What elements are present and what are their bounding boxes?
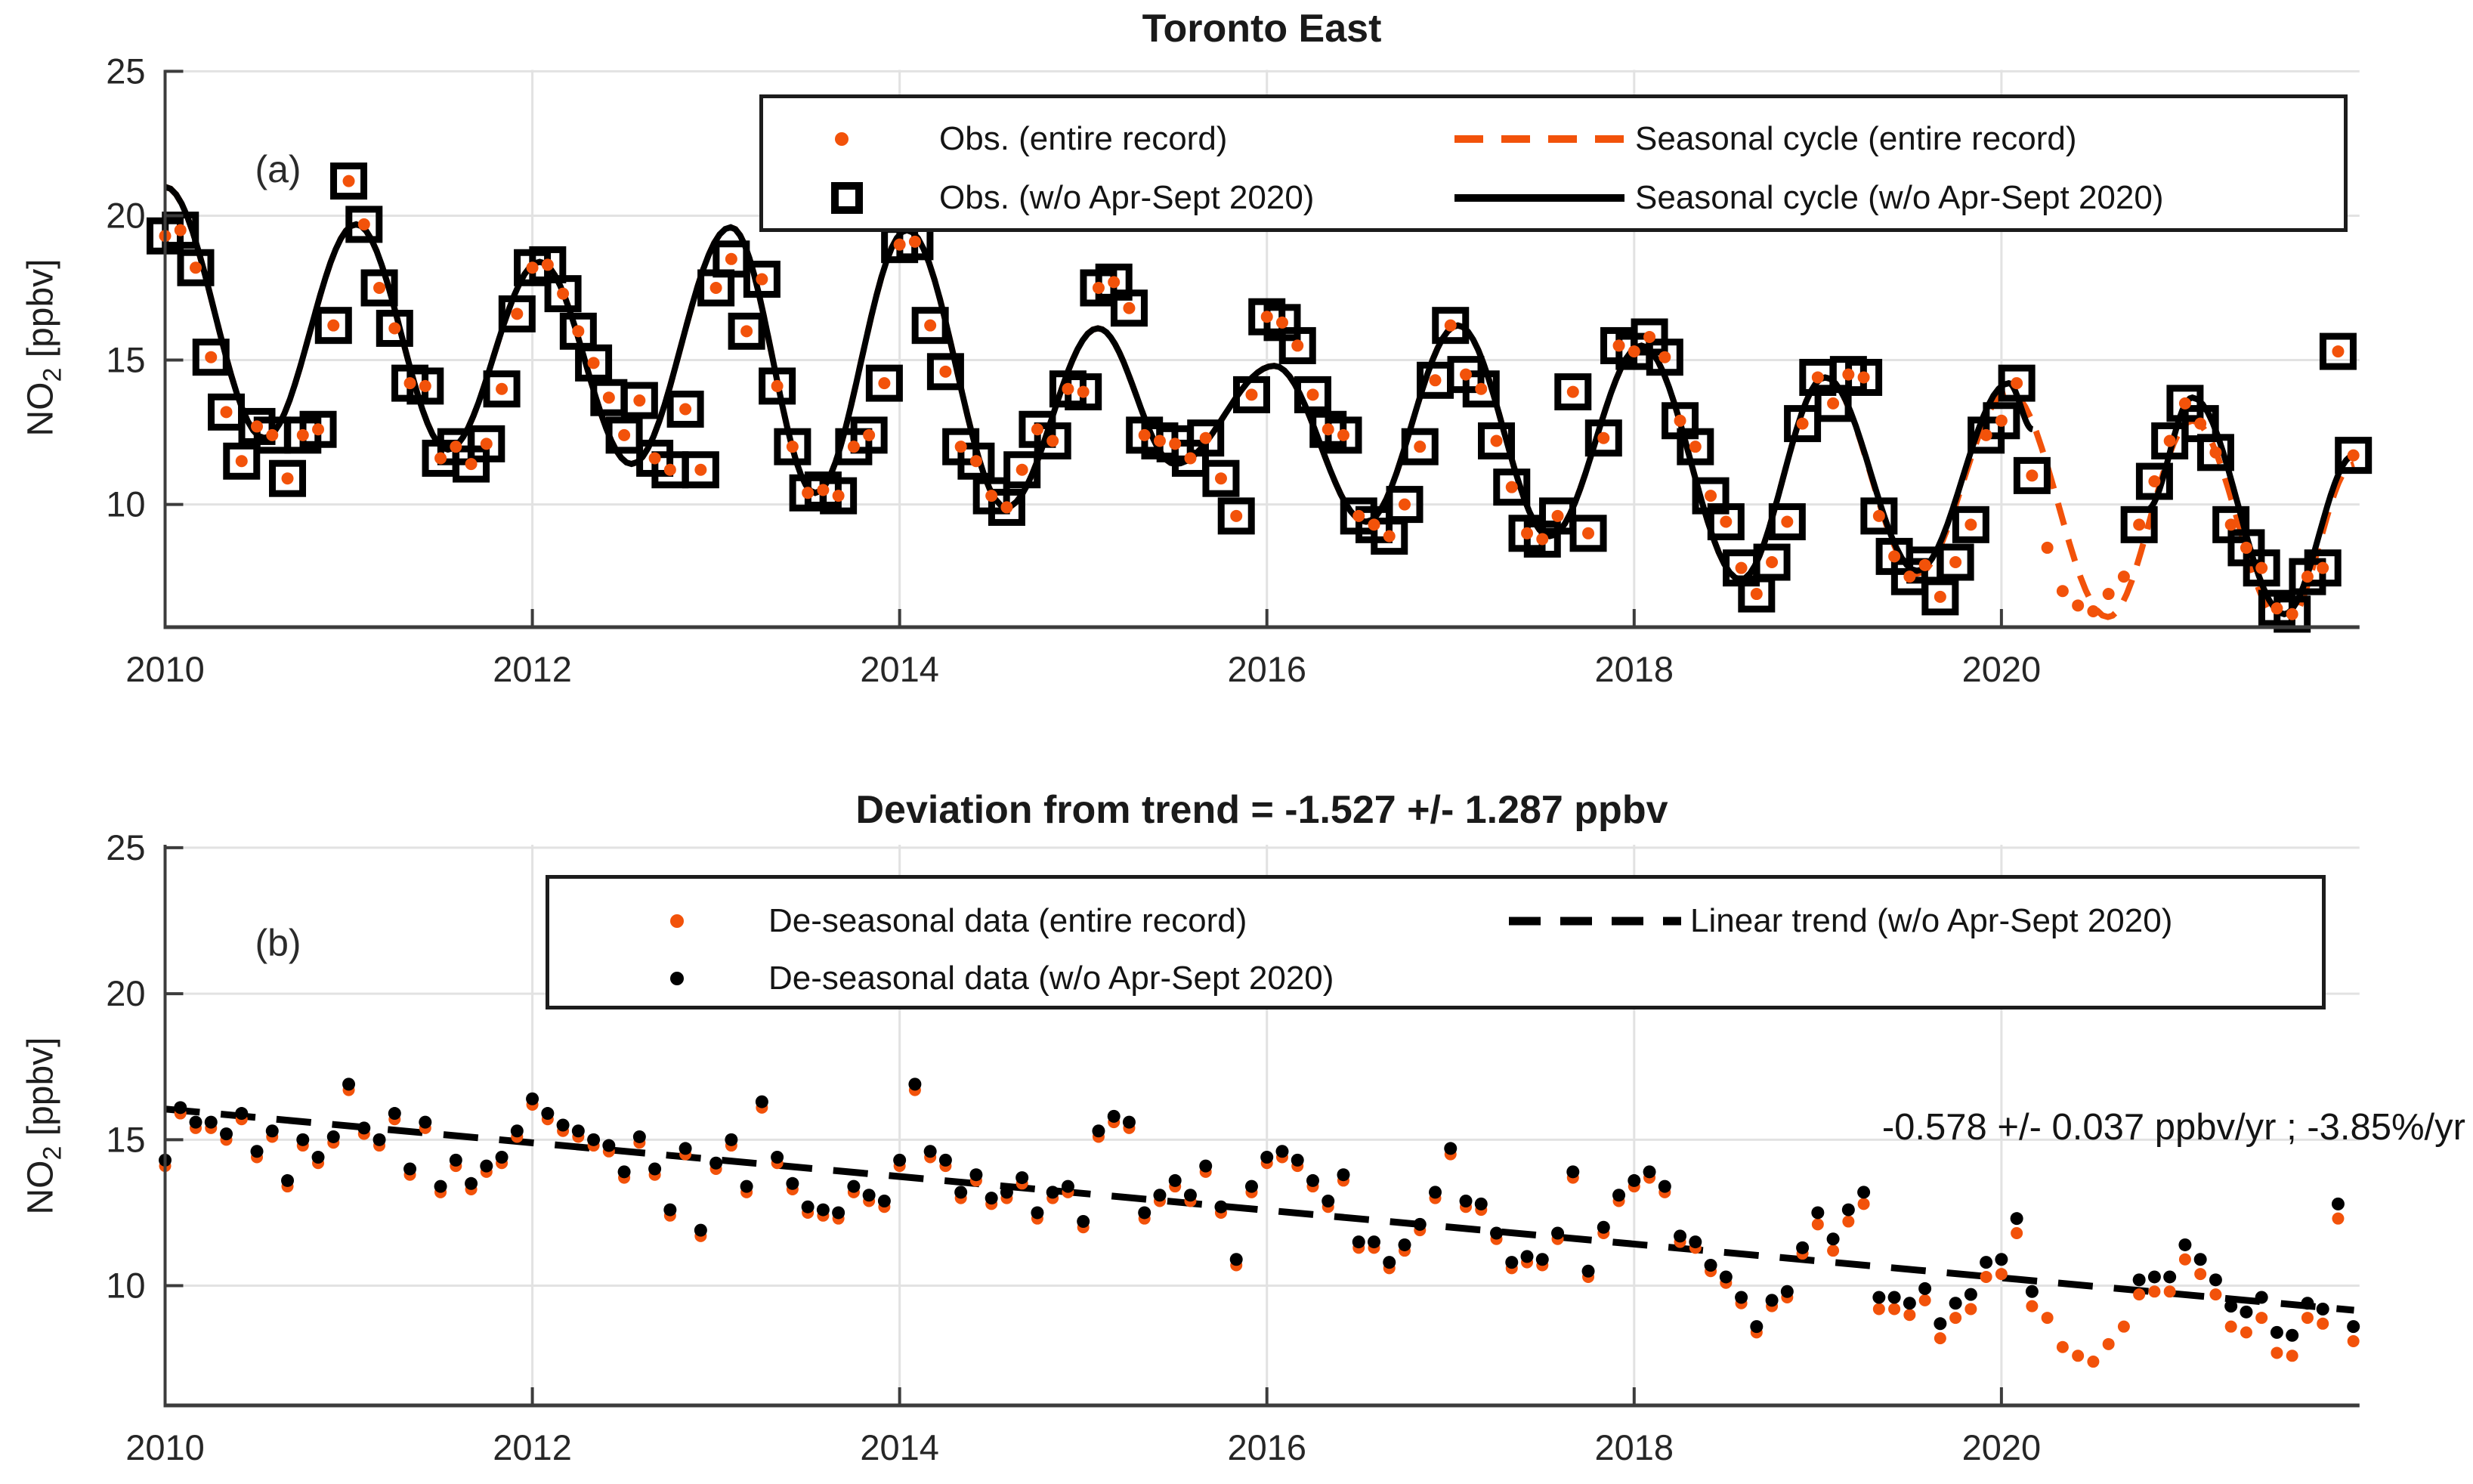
svg-text:2018: 2018 [1595,1427,1674,1467]
black-dashed-line-icon [1509,917,1681,926]
orange-dashed-line-icon [1454,135,1624,143]
panel-a-legend: Obs. (entire record) Obs. (w/o Apr-Sept … [759,94,2348,232]
panel-a: 2010 2012 2014 2016 2018 2020 10 15 20 25 [106,51,2373,689]
black-square-icon [831,182,863,214]
orange-dot-icon [835,132,849,146]
svg-text:20: 20 [106,195,145,235]
deseasonal-dots-excl [159,1077,2360,1342]
svg-text:2020: 2020 [1962,1427,2042,1467]
axes-spines [163,845,2360,1408]
svg-text:20: 20 [106,973,145,1013]
panel-b-ylabel-sub: 2 [38,1145,67,1161]
svg-text:2012: 2012 [493,1427,572,1467]
panel-a-title: Toronto East [1142,7,1382,51]
linear-trend-line [165,1105,2354,1314]
svg-text:15: 15 [106,1119,145,1159]
panel-b-tag: (b) [255,922,301,964]
black-solid-line-icon [1454,194,1624,202]
panel-b-legend: De-seasonal data (entire record) De-seas… [546,875,2326,1009]
panel-a-ylabel-sub: 2 [38,367,67,382]
svg-text:25: 25 [106,827,145,867]
seasonal-cycle-excl-line [164,184,2034,583]
svg-text:15: 15 [106,340,145,380]
tick-labels: 2010 2012 2014 2016 2018 2020 10 15 20 25 [106,51,2041,689]
svg-text:2014: 2014 [860,1427,939,1467]
trend-annotation: -0.578 +/- 0.037 ppbv/yr ; -3.85%/yr [1881,1107,2465,1148]
panel-b-ylabel-rest: [ppbv] [20,1037,61,1146]
legend-item-seasonal-excl: Seasonal cycle (w/o Apr-Sept 2020) [1454,179,2164,217]
obs-squares [147,162,2373,633]
svg-text:2010: 2010 [125,649,205,689]
panel-b-ylabel-main: NO [20,1160,61,1215]
svg-text:25: 25 [106,51,145,91]
svg-text:2010: 2010 [125,1427,205,1467]
legend-item-deseasonal-excl: De-seasonal data (w/o Apr-Sept 2020) [670,960,1334,997]
svg-text:2020: 2020 [1962,649,2042,689]
panel-a-tag: (a) [255,148,301,190]
obs-dots [159,175,2360,620]
svg-text:10: 10 [106,1266,145,1306]
panel-b-title: Deviation from trend = -1.527 +/- 1.287 … [855,788,1668,832]
svg-text:2018: 2018 [1595,649,1674,689]
tick-labels: 2010 2012 2014 2016 2018 2020 10 15 20 25 [106,827,2041,1467]
svg-text:2014: 2014 [860,649,939,689]
legend-item-obs-excl: Obs. (w/o Apr-Sept 2020) [831,179,1314,217]
svg-text:2016: 2016 [1227,649,1306,689]
legend-item-deseasonal-entire: De-seasonal data (entire record) [670,902,1247,940]
legend-item-linear-trend: Linear trend (w/o Apr-Sept 2020) [1509,902,2172,940]
panel-b-ylabel: NO2 [ppbv] [20,1037,68,1214]
svg-text:10: 10 [106,484,145,524]
black-dot-icon [670,972,684,985]
svg-text:2012: 2012 [493,649,572,689]
svg-text:2016: 2016 [1227,1427,1306,1467]
legend-item-obs-entire: Obs. (entire record) [835,120,1227,158]
panel-a-ylabel-rest: [ppbv] [20,258,61,368]
legend-item-seasonal-entire: Seasonal cycle (entire record) [1454,120,2076,158]
panel-a-ylabel-main: NO [20,382,61,437]
orange-dot-icon [670,914,684,928]
axes-spines [163,70,2360,629]
panel-a-ylabel: NO2 [ppbv] [20,258,68,436]
